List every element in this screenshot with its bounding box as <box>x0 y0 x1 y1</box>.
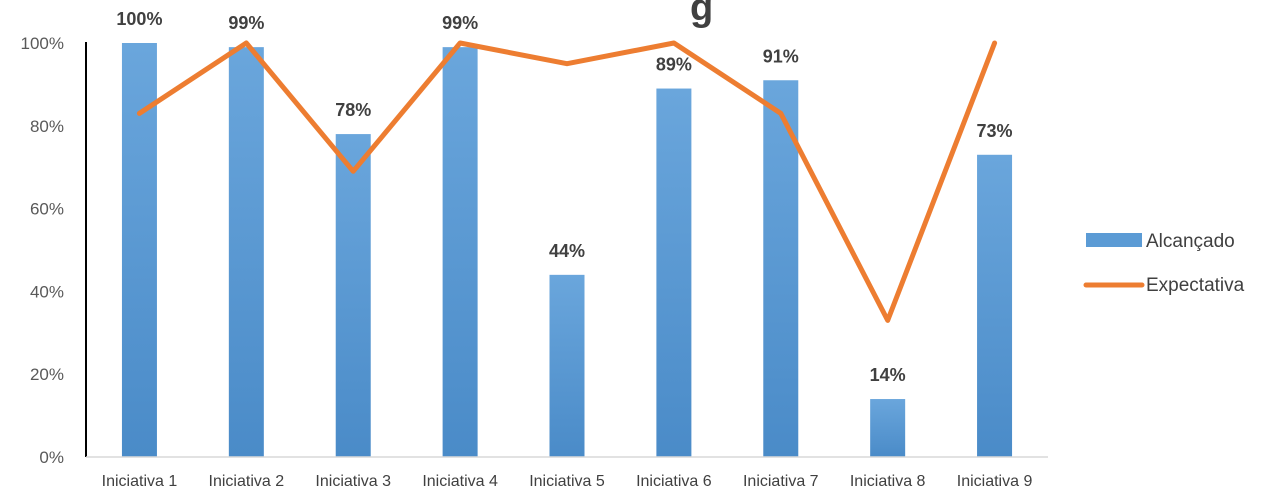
x-axis-ticks: Iniciativa 1 Iniciativa 2 Iniciativa 3 Inic… <box>102 473 1033 490</box>
legend: Alcançado Expectativa <box>1083 231 1245 296</box>
data-label: 91% <box>763 46 799 66</box>
y-axis-ticks: 0% 20% 40% 60% 80% 100% <box>21 34 64 467</box>
x-category-label: Iniciativa 1 <box>102 473 178 490</box>
data-label: 73% <box>977 121 1013 141</box>
expectativa-line <box>136 40 998 323</box>
x-category-label: Iniciativa 9 <box>957 473 1033 490</box>
y-tick-label: 60% <box>30 200 64 219</box>
x-category-label: Iniciativa 8 <box>850 473 926 490</box>
legend-label-expectativa: Expectativa <box>1146 275 1245 296</box>
bar-alcancado <box>656 88 692 457</box>
data-label: 99% <box>228 13 264 33</box>
data-label: 78% <box>335 100 371 120</box>
bar-alcancado <box>763 80 799 457</box>
bar-alcancado <box>442 47 478 457</box>
bar-alcancado <box>870 399 906 457</box>
data-label: 89% <box>656 55 692 75</box>
expectativa-line-layer <box>136 40 998 323</box>
bar-alcancado <box>228 47 264 457</box>
data-label: 44% <box>549 241 585 261</box>
bars <box>121 43 1013 457</box>
bar-alcancado <box>977 154 1013 457</box>
x-category-label: Iniciativa 2 <box>209 473 285 490</box>
y-tick-label: 40% <box>30 282 64 301</box>
legend-label-alcancado: Alcançado <box>1146 231 1235 252</box>
bar-alcancado <box>549 274 585 457</box>
x-category-label: Iniciativa 5 <box>529 473 605 490</box>
y-tick-label: 20% <box>30 365 64 384</box>
x-category-label: Iniciativa 7 <box>743 473 819 490</box>
x-category-label: Iniciativa 6 <box>636 473 712 490</box>
data-label: 100% <box>116 9 162 29</box>
data-label: 14% <box>870 365 906 385</box>
x-category-label: Iniciativa 3 <box>315 473 391 490</box>
y-tick-label: 0% <box>39 448 64 467</box>
data-label: 99% <box>442 13 478 33</box>
legend-swatch-alcancado <box>1086 233 1142 247</box>
data-labels: 100% 99% 78% 99% 44% 89% 91% 14% 73% <box>116 9 1012 385</box>
y-tick-label: 80% <box>30 117 64 136</box>
y-tick-label: 100% <box>21 34 64 53</box>
x-category-label: Iniciativa 4 <box>422 473 498 490</box>
chart-title-fragment: g <box>690 0 713 29</box>
bar-alcancado <box>335 134 371 457</box>
